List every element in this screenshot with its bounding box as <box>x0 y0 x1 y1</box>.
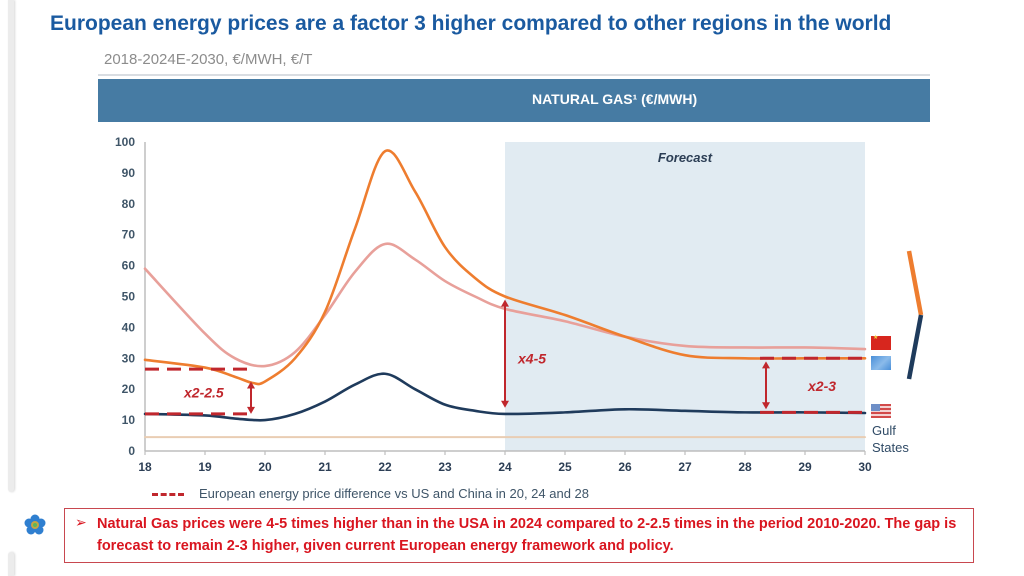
x-tick-label: 20 <box>258 460 272 474</box>
flower-logo-icon <box>24 514 46 535</box>
arrow-head-down <box>247 406 255 414</box>
left-rail <box>0 0 16 576</box>
rail-bar-top <box>8 0 14 492</box>
legend-dashed-swatch <box>152 493 184 496</box>
arrow-head-up <box>247 381 255 389</box>
y-tick-label: 50 <box>122 290 136 304</box>
y-tick-label: 70 <box>122 228 136 242</box>
subtitle-divider <box>98 74 930 76</box>
x-tick-label: 27 <box>678 460 692 474</box>
china-flag-icon <box>871 334 891 350</box>
chart-header-title: NATURAL GAS¹ (€/MWH) <box>532 91 698 107</box>
x-tick-label: 28 <box>738 460 752 474</box>
series-line-china <box>143 242 867 368</box>
arrow-head-down <box>762 402 770 410</box>
arrow-head-up <box>762 361 770 369</box>
y-tick-label: 100 <box>115 135 135 149</box>
x-tick-label: 23 <box>438 460 452 474</box>
region-bracket <box>906 250 924 380</box>
forecast-label: Forecast <box>658 150 713 165</box>
y-tick-label: 40 <box>122 320 136 334</box>
y-tick-label: 0 <box>128 444 135 458</box>
y-tick-label: 30 <box>122 351 136 365</box>
difference-label: x2-3 <box>807 378 836 394</box>
x-tick-label: 26 <box>618 460 632 474</box>
slide-title: European energy prices are a factor 3 hi… <box>50 12 892 35</box>
bracket-europe-segment <box>906 250 924 316</box>
x-tick-label: 19 <box>198 460 212 474</box>
annotations: x2-2.5 x4-5 x2-3 <box>145 299 865 416</box>
x-tick-label: 22 <box>378 460 392 474</box>
y-tick-label: 20 <box>122 382 136 396</box>
series-line-europe <box>143 149 867 386</box>
legend-label: European energy price difference vs US a… <box>199 486 590 501</box>
key-takeaway-box: ➢ Natural Gas prices were 4-5 times high… <box>64 508 974 563</box>
eu-flag-icon <box>871 356 891 370</box>
x-tick-label: 18 <box>138 460 152 474</box>
gulf-states-label: Gulf States <box>872 423 909 455</box>
bracket-us-segment <box>906 314 924 380</box>
difference-label: x4-5 <box>517 350 546 366</box>
chart-header-band: NATURAL GAS¹ (€/MWH) <box>98 79 930 122</box>
arrow-bullet-icon: ➢ <box>75 514 87 530</box>
y-tick-label: 80 <box>122 197 136 211</box>
x-tick-label: 25 <box>558 460 572 474</box>
y-axis-ticks: 0 10 20 30 40 50 60 70 80 90 100 <box>115 135 135 458</box>
x-tick-label: 30 <box>858 460 872 474</box>
arrow-head-up <box>501 299 509 307</box>
difference-label: x2-2.5 <box>183 384 224 400</box>
y-tick-label: 10 <box>122 413 136 427</box>
forecast-region <box>505 142 865 451</box>
slide-subtitle: 2018-2024E-2030, €/MWH, €/T <box>104 51 313 68</box>
key-takeaway-text: Natural Gas prices were 4-5 times higher… <box>97 516 957 554</box>
x-tick-label: 24 <box>498 460 512 474</box>
y-tick-label: 90 <box>122 166 136 180</box>
series-line-us <box>143 372 867 422</box>
rail-bar-bottom <box>8 552 14 576</box>
series-lines <box>143 149 867 439</box>
x-axis-ticks: 18 19 20 21 22 23 24 25 26 27 28 29 30 <box>138 451 872 474</box>
arrow-head-down <box>501 400 509 408</box>
x-tick-label: 21 <box>318 460 332 474</box>
x-tick-label: 29 <box>798 460 812 474</box>
us-flag-icon <box>871 404 891 418</box>
y-tick-label: 60 <box>122 259 136 273</box>
